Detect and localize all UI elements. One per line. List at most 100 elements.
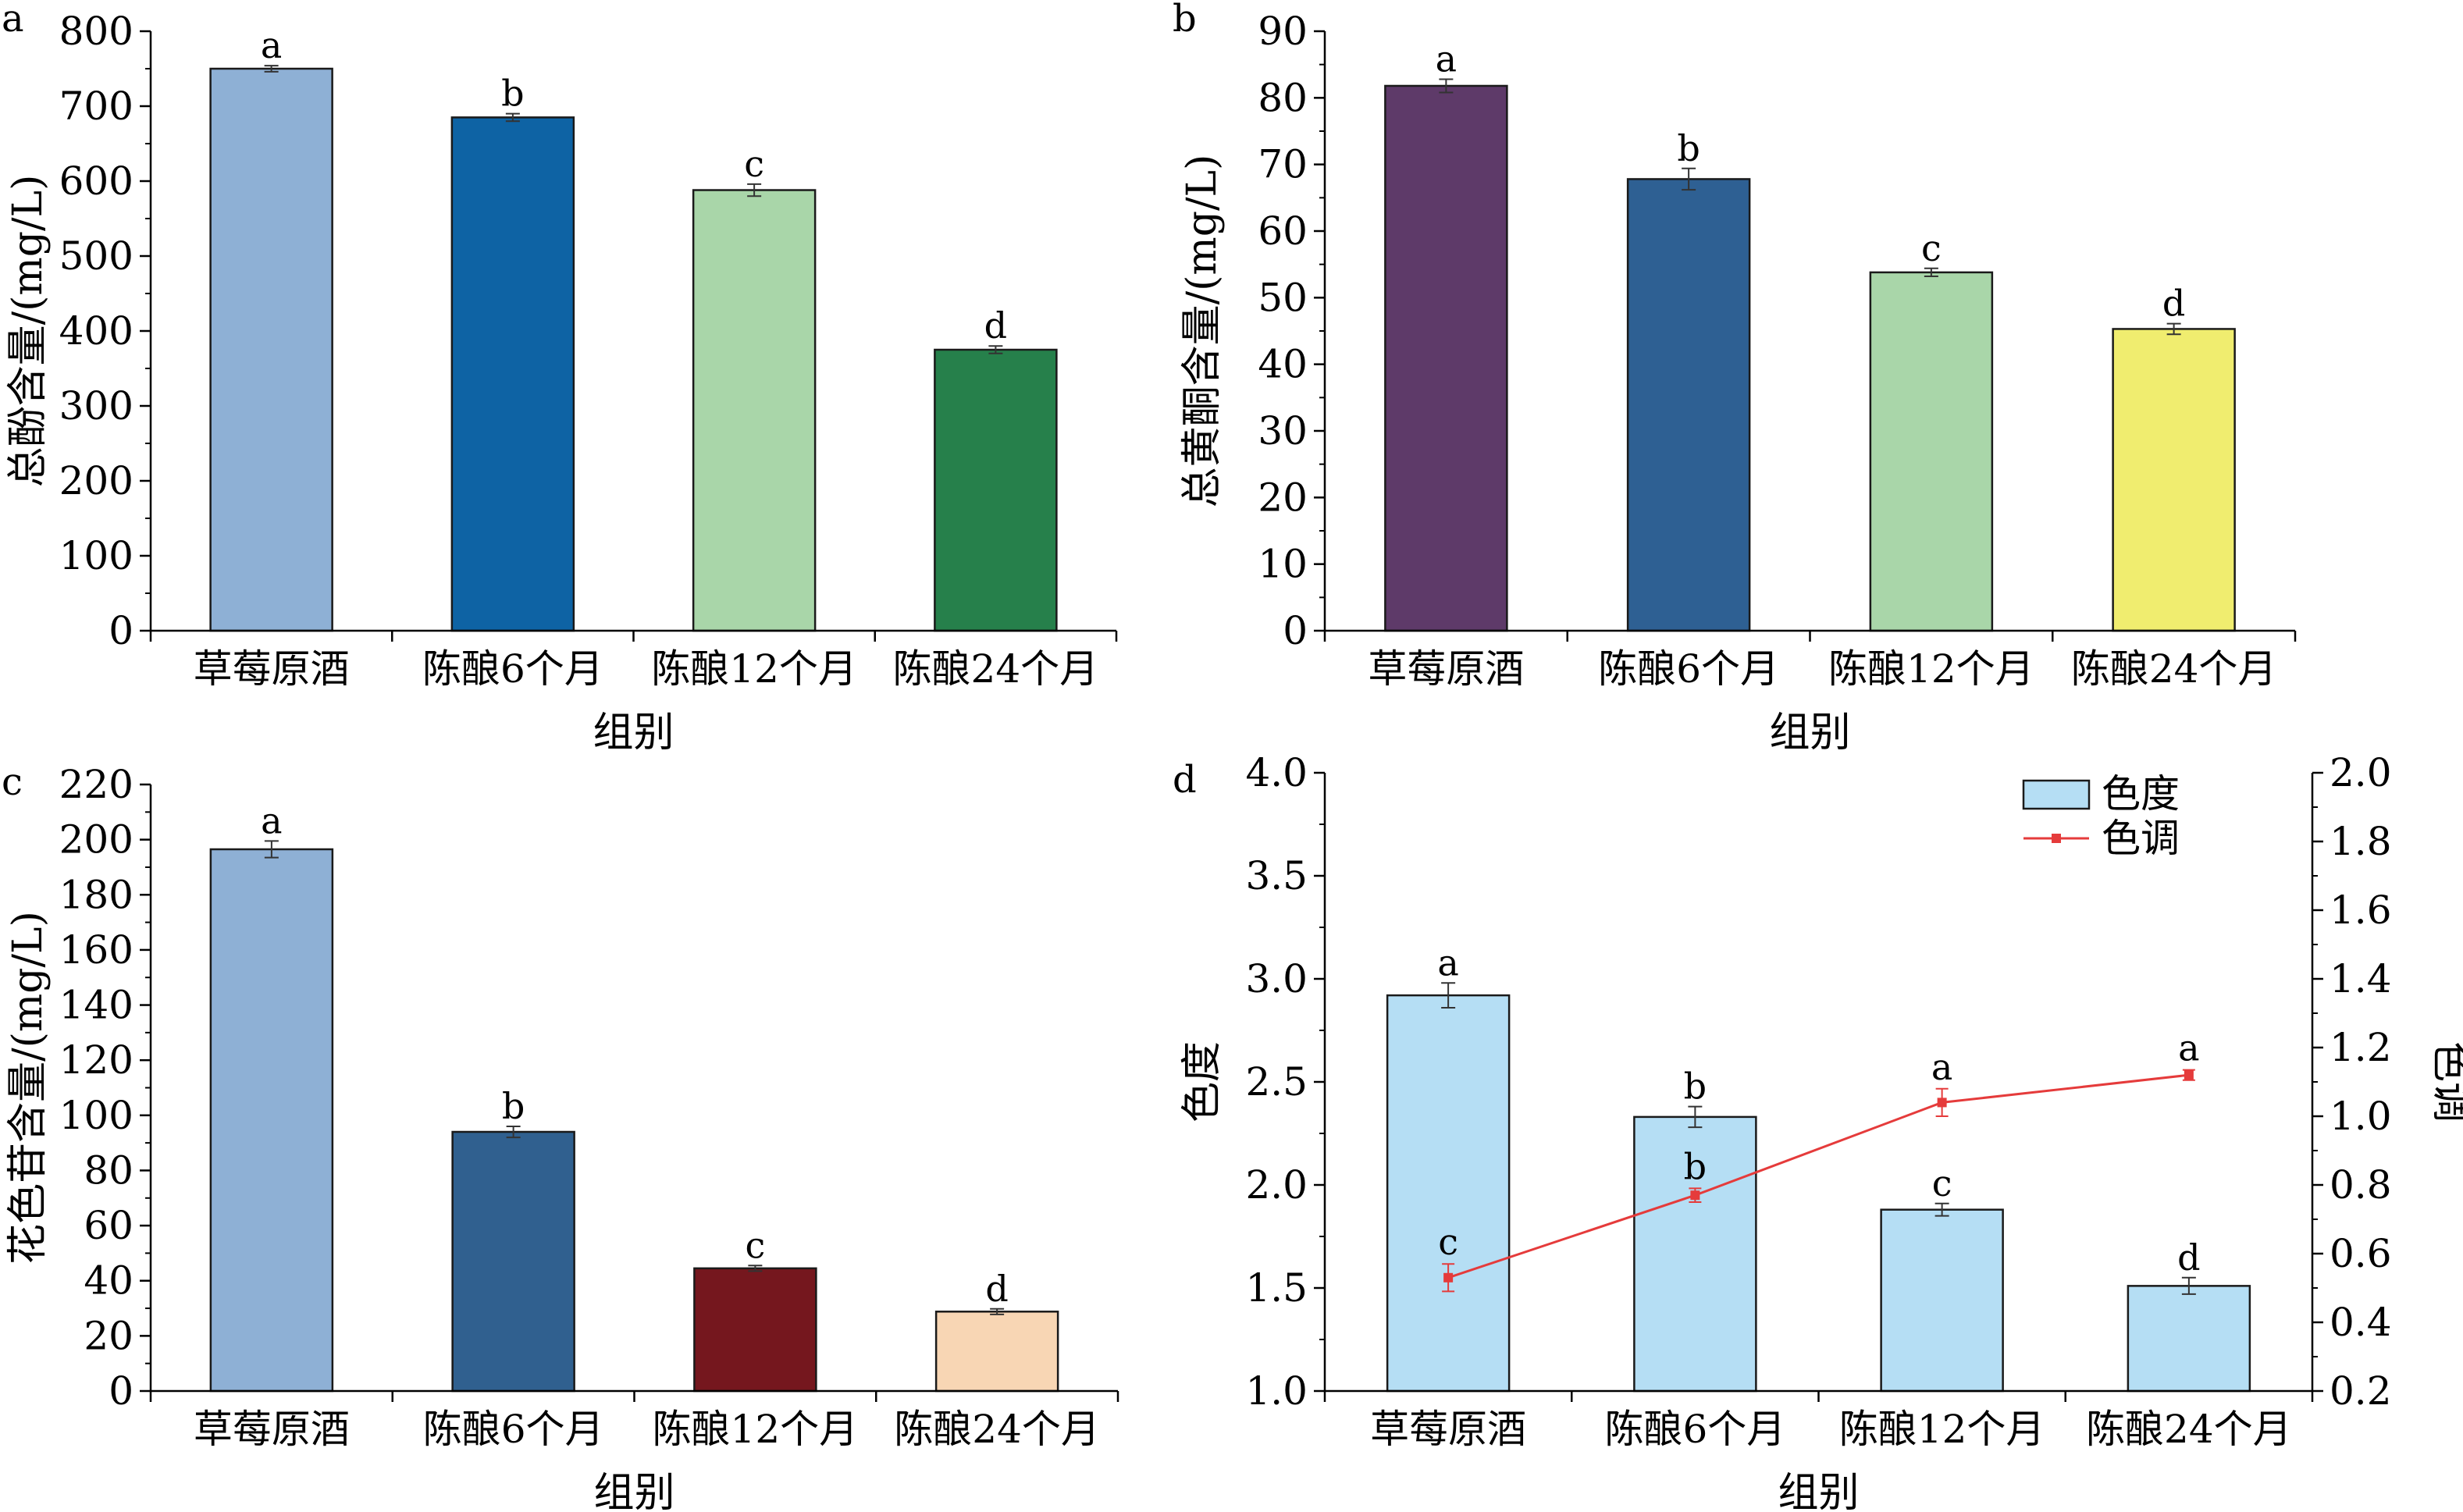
- panel-d-ytick-label-4: 3.0: [1245, 956, 1308, 1001]
- panel-a-ytick-label-1: 100: [59, 533, 133, 578]
- panel-c-ytick-label-8: 160: [59, 927, 133, 973]
- panel-c-ytick-label-6: 120: [59, 1037, 133, 1083]
- panel-d-line-sig-label-2: a: [1931, 1046, 1952, 1088]
- panel-d-ytick-label-2: 2.0: [1245, 1162, 1308, 1208]
- panel-d-bar-3: [2127, 1285, 2251, 1393]
- panel-b-sig-label-3: d: [2162, 283, 2185, 325]
- panel-b-sig-label-0: a: [1436, 37, 1457, 80]
- panel-c-sig-label-1: b: [502, 1085, 525, 1127]
- panel-c-ytick-label-0: 0: [109, 1368, 133, 1414]
- panel-d-legend-swatch-marker: [2052, 834, 2061, 843]
- panel-b-xtick-label-0: 草莓原酒: [1368, 646, 1524, 692]
- panel-a-bar-3: [934, 348, 1058, 632]
- panel-b-ytick-label-7: 70: [1258, 142, 1308, 187]
- panel-c-ytick-label-10: 200: [59, 817, 133, 863]
- panel-c-sig-label-0: a: [261, 799, 282, 841]
- panel-b-ytick-label-0: 0: [1283, 608, 1308, 653]
- panel-a-ytick-label-6: 600: [59, 158, 133, 204]
- panel-c-ytick-label-4: 80: [84, 1147, 133, 1193]
- panel-b-ytick-label-5: 50: [1258, 275, 1308, 320]
- panel-a-ytick-label-7: 700: [59, 84, 133, 129]
- panel-d-line-point-3: [2184, 1070, 2194, 1080]
- panel-d-y2tick-label-7: 1.6: [2330, 888, 2392, 933]
- panel-c-ytick-label-11: 220: [59, 762, 133, 807]
- panel-d-sig-label-1: b: [1684, 1066, 1707, 1108]
- panel-b-bar-0: [1384, 84, 1508, 632]
- panel-c-ytick-label-7: 140: [59, 983, 133, 1028]
- panel-d-legend-label-line: 色调: [2102, 816, 2180, 861]
- panel-c-y-axis-title: 花色苷含量/(mg/L): [5, 911, 52, 1265]
- panel-letter-b: b: [1173, 0, 1197, 41]
- panel-d-line-point-0: [1443, 1272, 1454, 1283]
- panel-b-sig-label-1: b: [1677, 127, 1700, 169]
- panel-d-ytick-label-3: 2.5: [1245, 1059, 1308, 1105]
- panel-c-bar-3: [934, 1311, 1059, 1393]
- panel-b-xtick-label-1: 陈酿6个月: [1598, 646, 1779, 692]
- panel-a-xtick-label-3: 陈酿24个月: [893, 646, 1099, 692]
- panel-a-x-axis-title: 组别: [593, 710, 674, 756]
- panel-d-xtick-label-3: 陈酿24个月: [2086, 1407, 2292, 1452]
- panel-d-x-axis-title: 组别: [1778, 1470, 1859, 1512]
- panel-d: a b c d 1.0 1.5 2.0 2.5 3.0 3.5 4.0 草莓原酒 陈酿6个月 陈酿12个月…: [1179, 750, 2463, 1512]
- panel-a-ytick-label-2: 200: [59, 458, 133, 503]
- panel-a-xtick-label-0: 草莓原酒: [194, 646, 350, 692]
- panel-d-y2tick-label-5: 1.2: [2330, 1025, 2392, 1070]
- panel-d-bar-2: [1880, 1208, 2004, 1393]
- panel-d-ytick-label-5: 3.5: [1245, 853, 1308, 898]
- panel-a-ytick-label-5: 500: [59, 233, 133, 279]
- panel-letter-a: a: [2, 0, 24, 41]
- panel-a-ytick-label-0: 0: [109, 608, 133, 653]
- panel-d-y2tick-label-1: 0.4: [2330, 1300, 2392, 1345]
- panel-c-ytick-label-3: 60: [84, 1203, 133, 1248]
- panel-d-y2tick-label-8: 1.8: [2330, 819, 2392, 864]
- panel-d-xtick-label-0: 草莓原酒: [1370, 1407, 1526, 1452]
- panel-c-xtick-label-0: 草莓原酒: [194, 1407, 350, 1452]
- panel-letter-c: c: [2, 760, 23, 804]
- panel-d-sig-label-3: d: [2177, 1236, 2200, 1279]
- panel-a-bar-1: [450, 116, 575, 632]
- panel-c-xtick-label-2: 陈酿12个月: [653, 1407, 859, 1452]
- panel-b-bar-2: [1869, 271, 1994, 632]
- panel-c-sig-label-2: c: [745, 1224, 765, 1266]
- panel-c-sig-label-3: d: [985, 1268, 1008, 1310]
- panel-c-bar-1: [451, 1130, 575, 1393]
- panel-d-line-sig-label-0: c: [1438, 1221, 1458, 1263]
- panel-a-sig-label-3: d: [984, 304, 1007, 347]
- panel-a-sig-label-1: b: [501, 73, 524, 115]
- panel-c-bar-0: [209, 848, 334, 1393]
- panel-d-y2tick-label-0: 0.2: [2330, 1368, 2392, 1414]
- panel-a-ytick-label-8: 800: [59, 9, 133, 54]
- panel-c-bar-2: [693, 1267, 817, 1393]
- panel-b-ytick-label-8: 80: [1258, 75, 1308, 120]
- panel-b-bar-1: [1626, 178, 1751, 632]
- panel-b-ytick-label-2: 20: [1258, 475, 1308, 520]
- panel-c-ytick-label-1: 20: [84, 1313, 133, 1358]
- panel-b-ytick-label-4: 40: [1258, 342, 1308, 387]
- panel-b-y-axis-title: 总黄酮含量/(mg/L): [1179, 155, 1226, 508]
- panel-d-y2tick-label-6: 1.4: [2330, 956, 2392, 1001]
- panel-d-ytick-label-0: 1.0: [1245, 1368, 1308, 1414]
- panel-d-legend-swatch-bar: [2022, 779, 2091, 810]
- panel-a-xtick-label-1: 陈酿6个月: [422, 646, 603, 692]
- panel-d-y2tick-label-4: 1.0: [2330, 1094, 2392, 1139]
- panel-d-line-sig-label-3: a: [2178, 1027, 2199, 1069]
- panel-d-ytick-label-6: 4.0: [1245, 750, 1308, 795]
- panel-c-ytick-label-2: 40: [84, 1258, 133, 1304]
- panel-a-ytick-label-3: 300: [59, 383, 133, 429]
- panel-c-ytick-label-5: 100: [59, 1093, 133, 1138]
- panel-d-y2tick-label-2: 0.6: [2330, 1231, 2392, 1276]
- panel-b-ytick-label-9: 90: [1258, 9, 1308, 54]
- panel-b: a b c d 0 10 20 30 40 50 60 70 80 90 草莓原酒 陈酿6个月 陈酿12个月 陈酿…: [1179, 9, 2297, 756]
- panel-b-ytick-label-6: 60: [1258, 208, 1308, 254]
- panel-b-ytick-label-3: 30: [1258, 408, 1308, 454]
- panel-d-y2tick-label-9: 2.0: [2330, 750, 2392, 795]
- panel-d-line-point-1: [1690, 1190, 1700, 1201]
- panel-b-xtick-label-3: 陈酿24个月: [2071, 646, 2277, 692]
- panel-letter-d: d: [1173, 758, 1197, 802]
- panel-d-bar-0: [1386, 994, 1511, 1393]
- panel-d-y2tick-label-3: 0.8: [2330, 1162, 2392, 1208]
- panel-d-y-axis-title: 色度: [1179, 1041, 1226, 1122]
- panel-c-xtick-label-3: 陈酿24个月: [894, 1407, 1100, 1452]
